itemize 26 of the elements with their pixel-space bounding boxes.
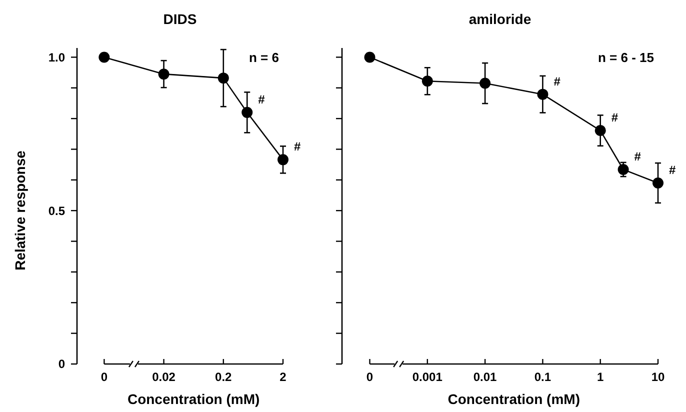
- annotation: #: [669, 162, 676, 177]
- annotation: #: [611, 110, 618, 125]
- annotation: n = 6 - 15: [598, 50, 654, 65]
- x-tick-label: 0.001: [412, 370, 443, 384]
- y-tick-label: 0.5: [48, 204, 66, 218]
- annotation: #: [258, 92, 266, 106]
- y-tick-label: 0: [58, 357, 66, 372]
- x-tick-label: 0.1: [534, 370, 552, 384]
- y-axis-title: Relative response: [12, 150, 28, 270]
- y-tick-label: 1.0: [48, 50, 66, 64]
- x-tick-label: 10: [651, 370, 665, 384]
- chart-title: DIDS: [163, 11, 197, 27]
- annotation: #: [634, 149, 642, 164]
- x-tick-label: 0: [100, 370, 108, 384]
- x-tick-label: 2: [280, 370, 287, 384]
- x-tick-label: 0.01: [473, 370, 498, 384]
- annotation: #: [554, 74, 561, 88]
- x-tick-label: 0.02: [152, 370, 176, 384]
- annotation: n = 6: [249, 50, 279, 65]
- annotation: #: [294, 140, 301, 154]
- chart-title: amiloride: [468, 11, 532, 27]
- x-axis-title: Concentration (mM): [448, 391, 580, 407]
- x-tick-label: 0: [366, 370, 374, 384]
- x-tick-label: 1: [597, 370, 604, 384]
- x-axis-title: Concentration (mM): [127, 391, 260, 407]
- x-tick-label: 0.2: [215, 370, 232, 384]
